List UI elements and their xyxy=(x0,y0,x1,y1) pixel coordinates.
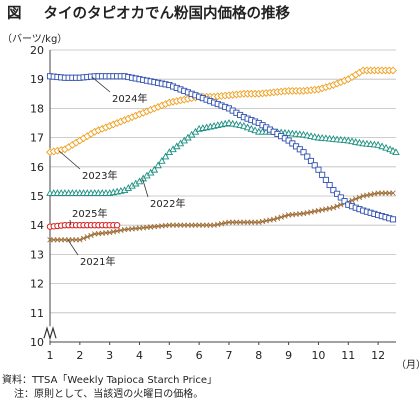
method-note: 注：原則として、当該週の火曜日の価格。 xyxy=(14,389,204,400)
data-point xyxy=(390,190,396,196)
data-point xyxy=(330,187,337,194)
data-point xyxy=(300,149,307,156)
y-tick-label: 14 xyxy=(30,219,44,232)
y-axis-unit: （バーツ/kg） xyxy=(2,34,68,45)
data-point xyxy=(240,121,248,129)
x-tick-label: 6 xyxy=(196,349,203,362)
series-line xyxy=(50,122,397,194)
data-point xyxy=(330,204,337,211)
x-tick-label: 5 xyxy=(166,349,173,362)
data-point xyxy=(161,152,170,160)
data-point xyxy=(341,198,348,205)
x-tick-label: 9 xyxy=(285,349,292,362)
label-leader-line xyxy=(142,178,149,198)
x-tick-label: 7 xyxy=(225,349,232,362)
data-point xyxy=(278,214,284,220)
y-tick-label: 20 xyxy=(30,44,44,57)
axis-break-mark xyxy=(43,326,57,341)
data-point xyxy=(353,196,359,202)
source-note: 資料：TTSA「Weekly Tapioca Starch Price」 xyxy=(2,375,218,386)
chart-notes: 資料：TTSA「Weekly Tapioca Starch Price」 注：原… xyxy=(2,374,217,402)
x-tick-label: 8 xyxy=(255,349,262,362)
data-point xyxy=(382,143,390,151)
y-tick-label: 16 xyxy=(30,161,44,174)
data-point xyxy=(274,215,281,221)
chart-title: 図 タイのタピオカでん粉国内価格の推移 xyxy=(7,2,413,24)
data-point xyxy=(243,123,252,131)
data-point xyxy=(389,66,397,75)
data-point xyxy=(77,237,83,243)
data-point xyxy=(315,166,322,173)
series-label: 2023年 xyxy=(82,169,117,182)
label-leader-line xyxy=(67,239,79,256)
data-point xyxy=(311,162,318,169)
y-tick-label: 15 xyxy=(30,190,44,203)
data-point xyxy=(247,124,256,132)
data-point xyxy=(322,176,329,183)
y-tick-label: 11 xyxy=(30,307,44,320)
y-tick-label: 10 xyxy=(30,336,44,349)
x-tick-label: 2 xyxy=(76,349,83,362)
x-tick-label: 1 xyxy=(47,349,54,362)
data-point xyxy=(334,203,340,209)
data-point xyxy=(389,216,397,223)
data-point xyxy=(337,194,344,201)
data-point xyxy=(378,142,386,150)
y-tick-label: 17 xyxy=(30,132,44,145)
data-point xyxy=(334,190,341,197)
title-text: タイのタピオカでん粉国内価格の推移 xyxy=(43,6,291,22)
data-point xyxy=(251,126,259,134)
x-tick-label: 12 xyxy=(371,349,385,362)
y-tick-label: 13 xyxy=(30,248,44,261)
label-leader-line xyxy=(69,219,72,226)
x-tick-label: 10 xyxy=(311,349,325,362)
data-point xyxy=(392,148,400,156)
series-label: 2025年 xyxy=(72,207,107,220)
x-tick-label: 3 xyxy=(106,349,113,362)
data-point xyxy=(282,213,288,219)
data-point xyxy=(88,232,94,239)
data-point xyxy=(84,234,91,240)
series-label: 2022年 xyxy=(150,197,185,210)
data-point xyxy=(80,235,87,242)
data-point xyxy=(150,165,159,173)
data-point xyxy=(356,194,363,201)
label-leader-line xyxy=(91,76,111,93)
data-point xyxy=(319,171,326,178)
y-tick-label: 19 xyxy=(30,73,44,86)
data-point xyxy=(374,140,382,148)
data-point xyxy=(154,161,162,169)
series-label: 2024年 xyxy=(112,92,147,105)
data-point xyxy=(304,153,311,160)
series-label: 2021年 xyxy=(80,255,115,268)
label-leader-line xyxy=(58,150,81,170)
data-point xyxy=(113,222,121,229)
x-tick-label: 11 xyxy=(341,349,355,362)
x-axis-unit: （月） xyxy=(396,360,420,371)
data-point xyxy=(270,216,277,223)
figure-label: 図 xyxy=(7,6,22,22)
data-point xyxy=(326,181,333,189)
y-tick-label: 18 xyxy=(30,102,44,115)
data-point xyxy=(307,157,315,165)
y-tick-label: 12 xyxy=(30,278,44,291)
data-point xyxy=(158,157,166,164)
x-tick-label: 4 xyxy=(136,349,143,362)
